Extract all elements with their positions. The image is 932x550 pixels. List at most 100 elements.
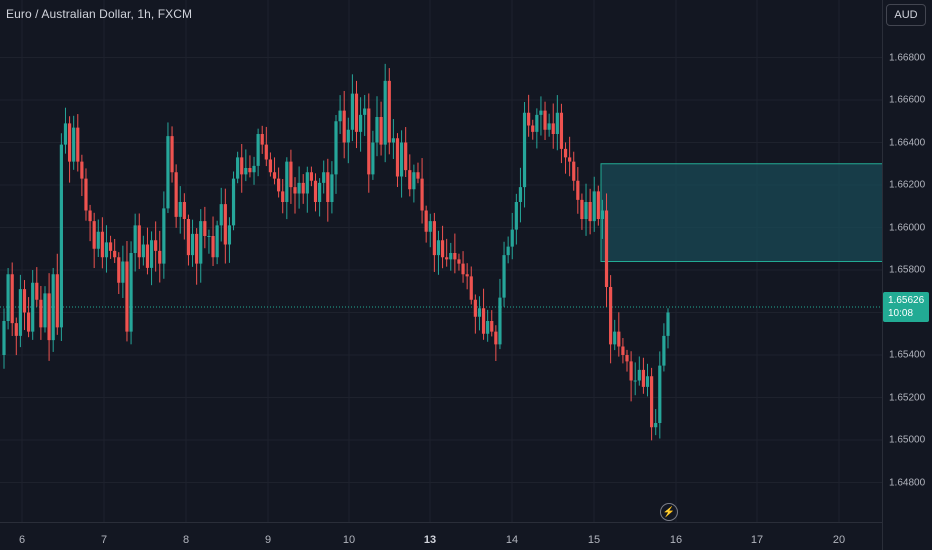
candle-body (551, 123, 555, 134)
chart-area[interactable] (0, 0, 882, 522)
candle-body (563, 148, 568, 158)
candle-body (334, 121, 338, 175)
candle-body (633, 380, 637, 382)
price-axis[interactable] (882, 0, 932, 550)
candle-body (506, 246, 510, 256)
candle-body (256, 134, 260, 166)
candle-body (379, 117, 383, 145)
time-label: 9 (264, 534, 272, 546)
price-label: 1.66400 (889, 137, 926, 148)
candle-body (350, 93, 354, 130)
candle-body (609, 287, 613, 345)
candle-body (63, 123, 68, 145)
candle-body (88, 210, 92, 222)
candle-body (203, 221, 207, 236)
candle-body (158, 250, 162, 264)
candle-body (121, 261, 125, 283)
price-label: 1.65800 (889, 264, 926, 276)
candle-body (424, 210, 428, 232)
candle-body (35, 282, 39, 300)
candle-body (22, 289, 27, 313)
candle-body (80, 161, 84, 179)
candle-body (252, 165, 256, 173)
candle-body (186, 219, 191, 256)
candle-body (10, 274, 14, 324)
candle-body (412, 172, 416, 190)
candle-body (236, 157, 240, 179)
candle-body (600, 210, 605, 219)
candle-body (285, 161, 289, 202)
candle-body (301, 182, 305, 194)
candle-body (383, 80, 387, 145)
candle-body (395, 138, 400, 177)
candle-body (84, 178, 88, 211)
candle-body (358, 114, 363, 132)
candle-body (559, 112, 564, 149)
candle-body (125, 261, 129, 332)
candle-body (338, 110, 342, 122)
currency-button[interactable]: AUD (886, 4, 926, 26)
candle-body (531, 125, 535, 132)
candle-body (408, 170, 412, 190)
price-label: 1.66000 (889, 222, 926, 233)
candle-body (404, 142, 408, 171)
candle-body (432, 221, 436, 256)
candle-body (240, 157, 244, 175)
candle-body (543, 110, 547, 130)
candle-body (371, 142, 375, 175)
candle-body (207, 236, 211, 237)
candle-body (260, 134, 264, 145)
candle-body (322, 172, 326, 183)
price-label: 1.66600 (889, 94, 926, 106)
candle-body (342, 110, 346, 143)
candle-body (104, 242, 109, 258)
candle-body (14, 323, 18, 336)
time-label: 13 (423, 534, 437, 546)
candle-body (272, 172, 277, 179)
candle-body (584, 202, 588, 219)
candle-body (162, 208, 166, 264)
candlestick-chart[interactable] (0, 0, 882, 522)
candle-body (277, 178, 281, 192)
candle-body (51, 274, 55, 341)
candle-body (580, 199, 584, 219)
candle-body (2, 321, 6, 355)
candle-body (72, 127, 76, 162)
candle-body (502, 255, 506, 298)
candle-body (486, 321, 490, 334)
current-price-tag: 1.65626 10:08 (883, 291, 929, 322)
time-label: 15 (587, 534, 601, 546)
time-axis[interactable] (0, 522, 882, 550)
candle-body (293, 187, 297, 194)
countdown-timer: 10:08 (888, 307, 914, 319)
candle-body (215, 225, 219, 258)
candle-body (100, 231, 104, 258)
candle-body (318, 182, 322, 202)
candle-body (613, 331, 617, 345)
candle-body (174, 172, 178, 217)
candle-body (416, 172, 420, 179)
candle-body (178, 202, 182, 217)
lightning-icon[interactable]: ⚡ (660, 503, 678, 521)
candle-body (625, 355, 629, 362)
candle-body (617, 331, 621, 347)
candle-body (469, 276, 473, 300)
candle-body (354, 93, 359, 132)
candle-body (59, 144, 63, 328)
candle-body (31, 282, 35, 332)
candle-body (518, 187, 523, 202)
candle-body (145, 244, 150, 268)
price-label: 1.66200 (889, 179, 926, 191)
candle-body (445, 257, 449, 260)
price-label: 1.65400 (889, 349, 926, 361)
candle-body (219, 204, 223, 226)
candle-body (650, 376, 654, 428)
candle-body (461, 263, 465, 275)
current-price-value: 1.65626 (888, 294, 925, 306)
candle-body (227, 225, 232, 245)
candle-body (117, 257, 121, 283)
candle-body (231, 178, 236, 226)
candle-body (440, 240, 445, 258)
time-label: 8 (182, 534, 190, 546)
candle-body (645, 376, 650, 387)
